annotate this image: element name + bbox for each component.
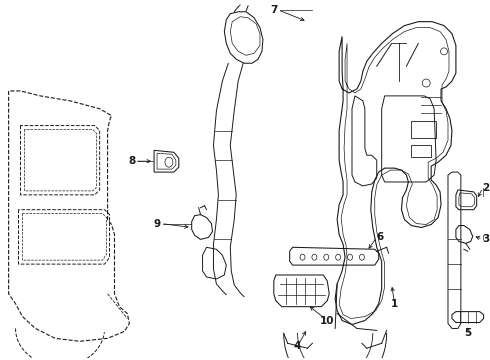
Text: 9: 9 — [154, 219, 161, 229]
Text: 6: 6 — [377, 233, 384, 242]
Text: 8: 8 — [128, 156, 135, 166]
Text: 5: 5 — [464, 328, 471, 338]
Text: 4: 4 — [294, 341, 301, 351]
Text: 7: 7 — [270, 5, 278, 15]
Bar — [412, 145, 431, 157]
Text: 3: 3 — [483, 234, 490, 244]
Text: 1: 1 — [391, 299, 398, 309]
Bar — [412, 121, 436, 139]
Text: 10: 10 — [320, 315, 335, 325]
Text: 2: 2 — [483, 183, 490, 193]
